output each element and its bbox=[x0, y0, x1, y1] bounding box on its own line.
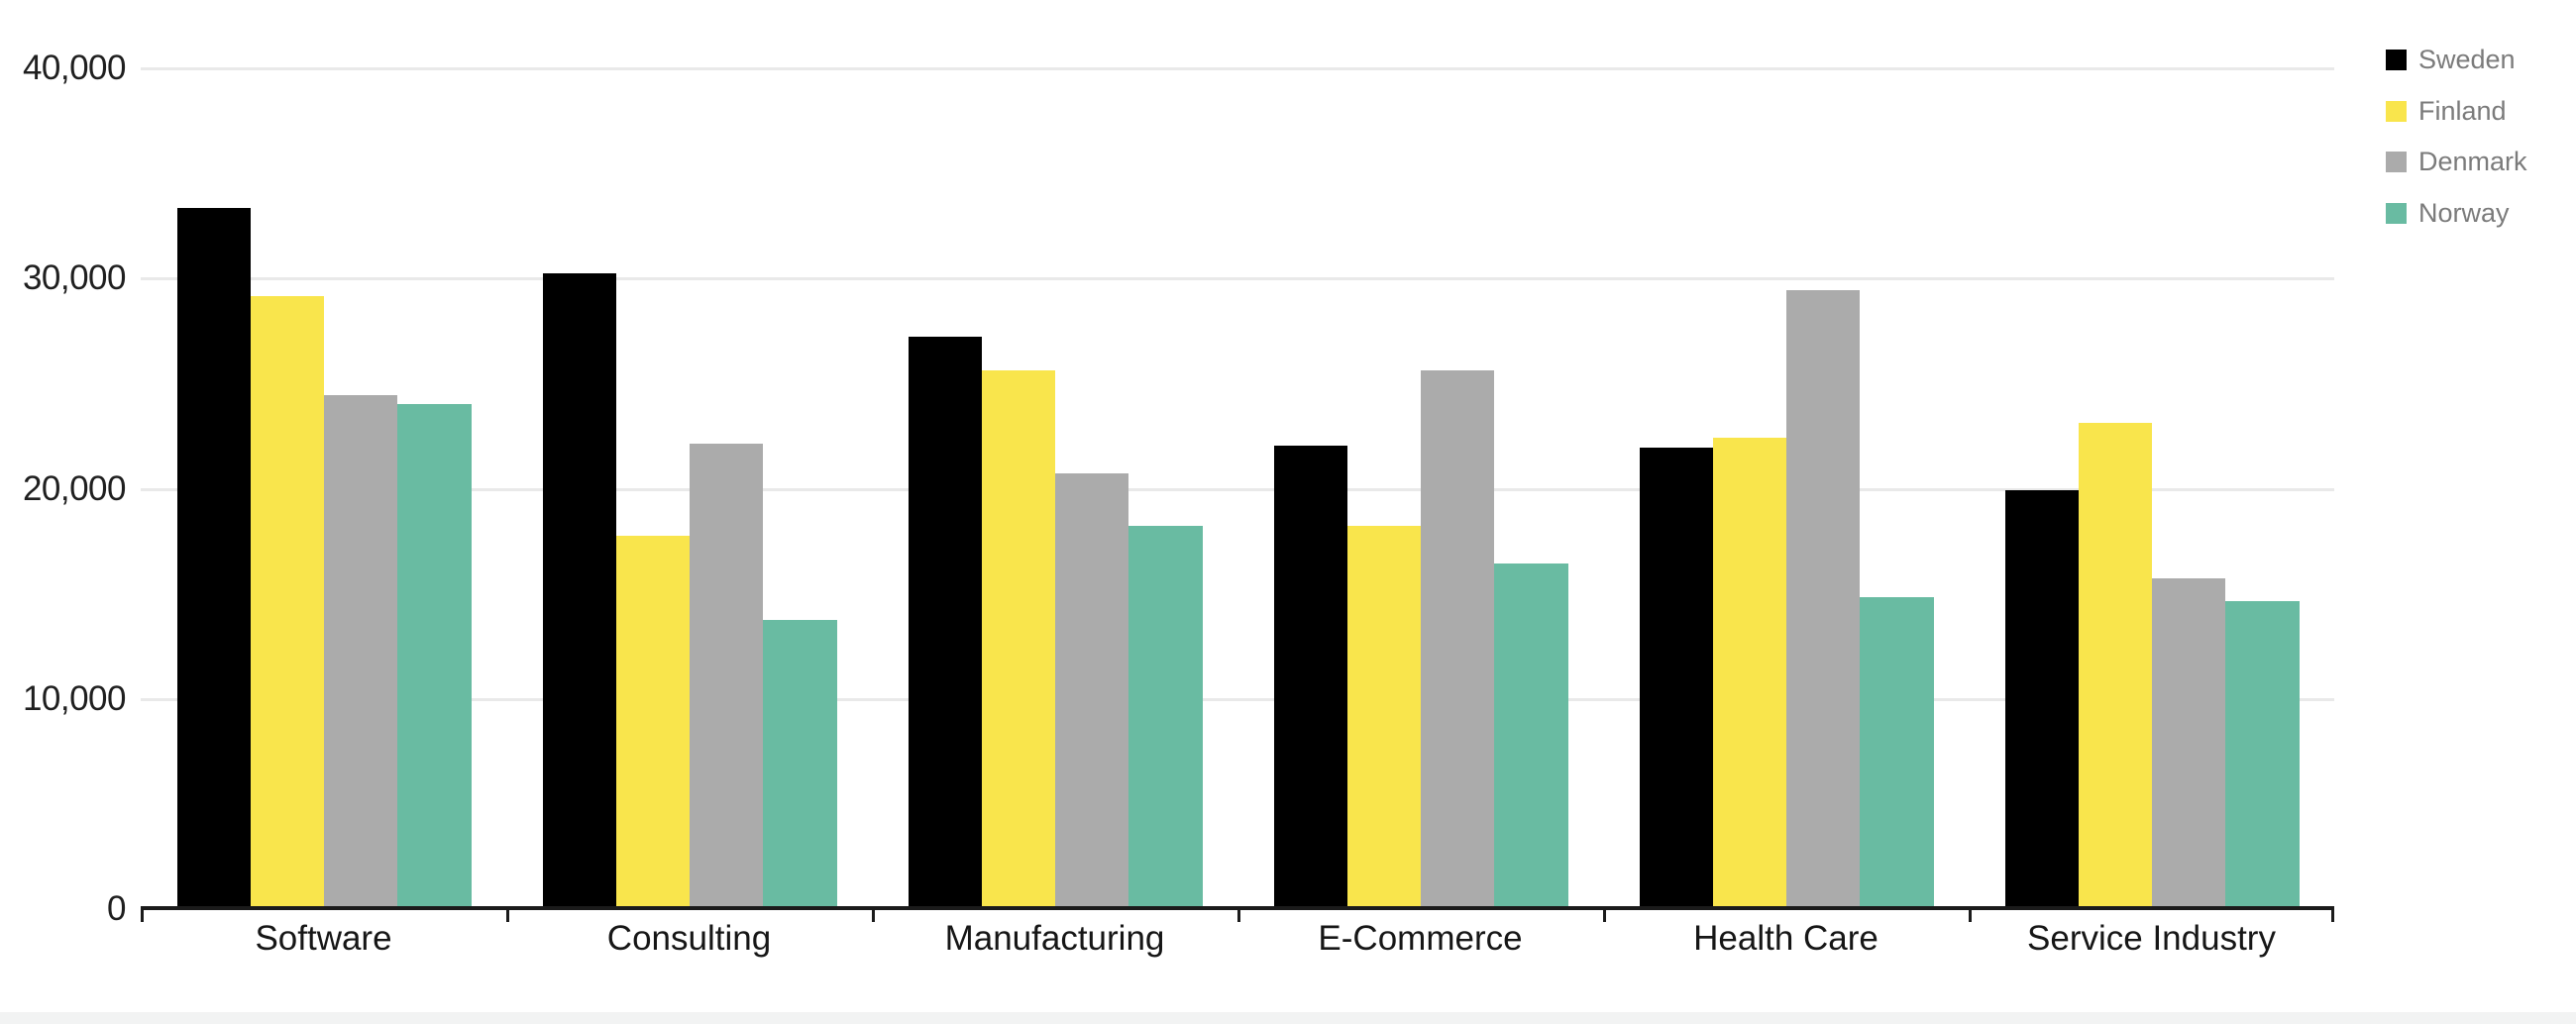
bar-finland-manufacturing[interactable] bbox=[981, 369, 1056, 908]
y-tick-label-30000: 30,000 bbox=[22, 258, 127, 298]
bar-finland-service-industry[interactable] bbox=[2078, 422, 2153, 908]
y-tick-label-10000: 10,000 bbox=[22, 678, 127, 718]
legend-swatch-sweden bbox=[2386, 50, 2407, 70]
bar-sweden-health-care[interactable] bbox=[1639, 448, 1713, 908]
y-tick-label-20000: 20,000 bbox=[22, 468, 127, 508]
legend-item-finland[interactable]: Finland bbox=[2386, 95, 2507, 126]
bottom-strip bbox=[0, 1012, 2576, 1024]
bar-sweden-e-commerce[interactable] bbox=[1273, 446, 1347, 908]
bar-denmark-software[interactable] bbox=[324, 395, 398, 908]
x-axis-tick bbox=[1969, 908, 1972, 922]
x-axis-tick bbox=[141, 908, 144, 922]
legend-item-denmark[interactable]: Denmark bbox=[2386, 149, 2527, 175]
bar-norway-health-care[interactable] bbox=[1860, 596, 1934, 908]
gridline-30000 bbox=[141, 277, 2334, 281]
x-axis-tick bbox=[2331, 908, 2334, 922]
bar-norway-consulting[interactable] bbox=[763, 620, 837, 908]
bar-sweden-manufacturing[interactable] bbox=[908, 336, 982, 908]
bar-finland-consulting[interactable] bbox=[615, 536, 691, 908]
bar-denmark-manufacturing[interactable] bbox=[1055, 472, 1129, 908]
legend-label-sweden: Sweden bbox=[2418, 45, 2516, 74]
bar-finland-e-commerce[interactable] bbox=[1346, 525, 1422, 908]
bar-denmark-service-industry[interactable] bbox=[2152, 577, 2226, 908]
legend-item-sweden[interactable]: Sweden bbox=[2386, 47, 2516, 73]
legend-label-denmark: Denmark bbox=[2418, 147, 2527, 176]
legend-swatch-finland bbox=[2386, 100, 2407, 122]
legend-swatch-norway bbox=[2386, 202, 2407, 224]
bar-norway-software[interactable] bbox=[397, 403, 472, 908]
y-tick-label-40000: 40,000 bbox=[22, 49, 127, 87]
bar-norway-service-industry[interactable] bbox=[2225, 601, 2300, 908]
bar-norway-manufacturing[interactable] bbox=[1128, 525, 1203, 908]
gridline-10000 bbox=[141, 697, 2334, 701]
category-label-e-commerce: E-Commerce bbox=[1318, 919, 1523, 958]
gridline-20000 bbox=[141, 487, 2334, 491]
legend-label-norway: Norway bbox=[2418, 197, 2510, 228]
bar-finland-software[interactable] bbox=[250, 296, 325, 908]
bar-denmark-e-commerce[interactable] bbox=[1421, 369, 1495, 908]
category-label-manufacturing: Manufacturing bbox=[944, 919, 1165, 958]
category-label-consulting: Consulting bbox=[606, 919, 772, 958]
legend-label-finland: Finland bbox=[2418, 95, 2507, 126]
legend-swatch-denmark bbox=[2386, 152, 2407, 172]
bar-sweden-consulting[interactable] bbox=[542, 273, 616, 908]
bar-denmark-health-care[interactable] bbox=[1786, 290, 1861, 908]
x-axis-tick bbox=[872, 908, 875, 922]
bar-finland-health-care[interactable] bbox=[1712, 437, 1787, 908]
bar-sweden-service-industry[interactable] bbox=[2004, 489, 2079, 908]
y-tick-label-0: 0 bbox=[107, 889, 126, 928]
bar-sweden-software[interactable] bbox=[176, 208, 251, 908]
x-axis-tick bbox=[1237, 908, 1240, 922]
category-label-software: Software bbox=[255, 919, 392, 958]
x-axis-tick bbox=[1603, 908, 1606, 922]
category-label-health-care: Health Care bbox=[1693, 919, 1878, 958]
category-label-service-industry: Service Industry bbox=[2027, 919, 2276, 958]
legend-item-norway[interactable]: Norway bbox=[2386, 197, 2510, 228]
x-axis-tick bbox=[506, 908, 509, 922]
bar-denmark-consulting[interactable] bbox=[690, 443, 764, 908]
gridline-40000 bbox=[141, 67, 2334, 70]
bar-norway-e-commerce[interactable] bbox=[1494, 563, 1568, 908]
